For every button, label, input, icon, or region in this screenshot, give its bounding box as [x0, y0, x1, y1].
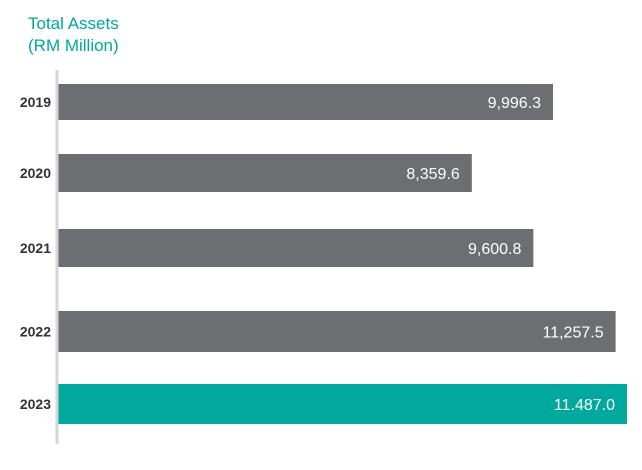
bar-2022 — [57, 311, 616, 352]
category-label-2023: 2023 — [20, 396, 51, 412]
bar-2021 — [57, 229, 534, 267]
category-label-2019: 2019 — [20, 94, 51, 110]
data-label-2023: 11.487.0 — [554, 397, 615, 414]
bar-2019 — [57, 84, 553, 120]
chart-subtitle: (RM Million) — [28, 36, 119, 55]
data-label-2019: 9,996.3 — [488, 95, 541, 112]
bar-2020 — [57, 154, 472, 192]
data-label-2022: 11,257.5 — [543, 325, 604, 342]
category-label-2022: 2022 — [20, 324, 51, 340]
data-label-2021: 9,600.8 — [468, 241, 521, 258]
chart-title: Total Assets — [28, 14, 119, 33]
bar-2023 — [57, 384, 627, 424]
data-label-2020: 8,359.6 — [406, 166, 459, 183]
category-label-2021: 2021 — [20, 240, 51, 256]
category-label-2020: 2020 — [20, 165, 51, 181]
